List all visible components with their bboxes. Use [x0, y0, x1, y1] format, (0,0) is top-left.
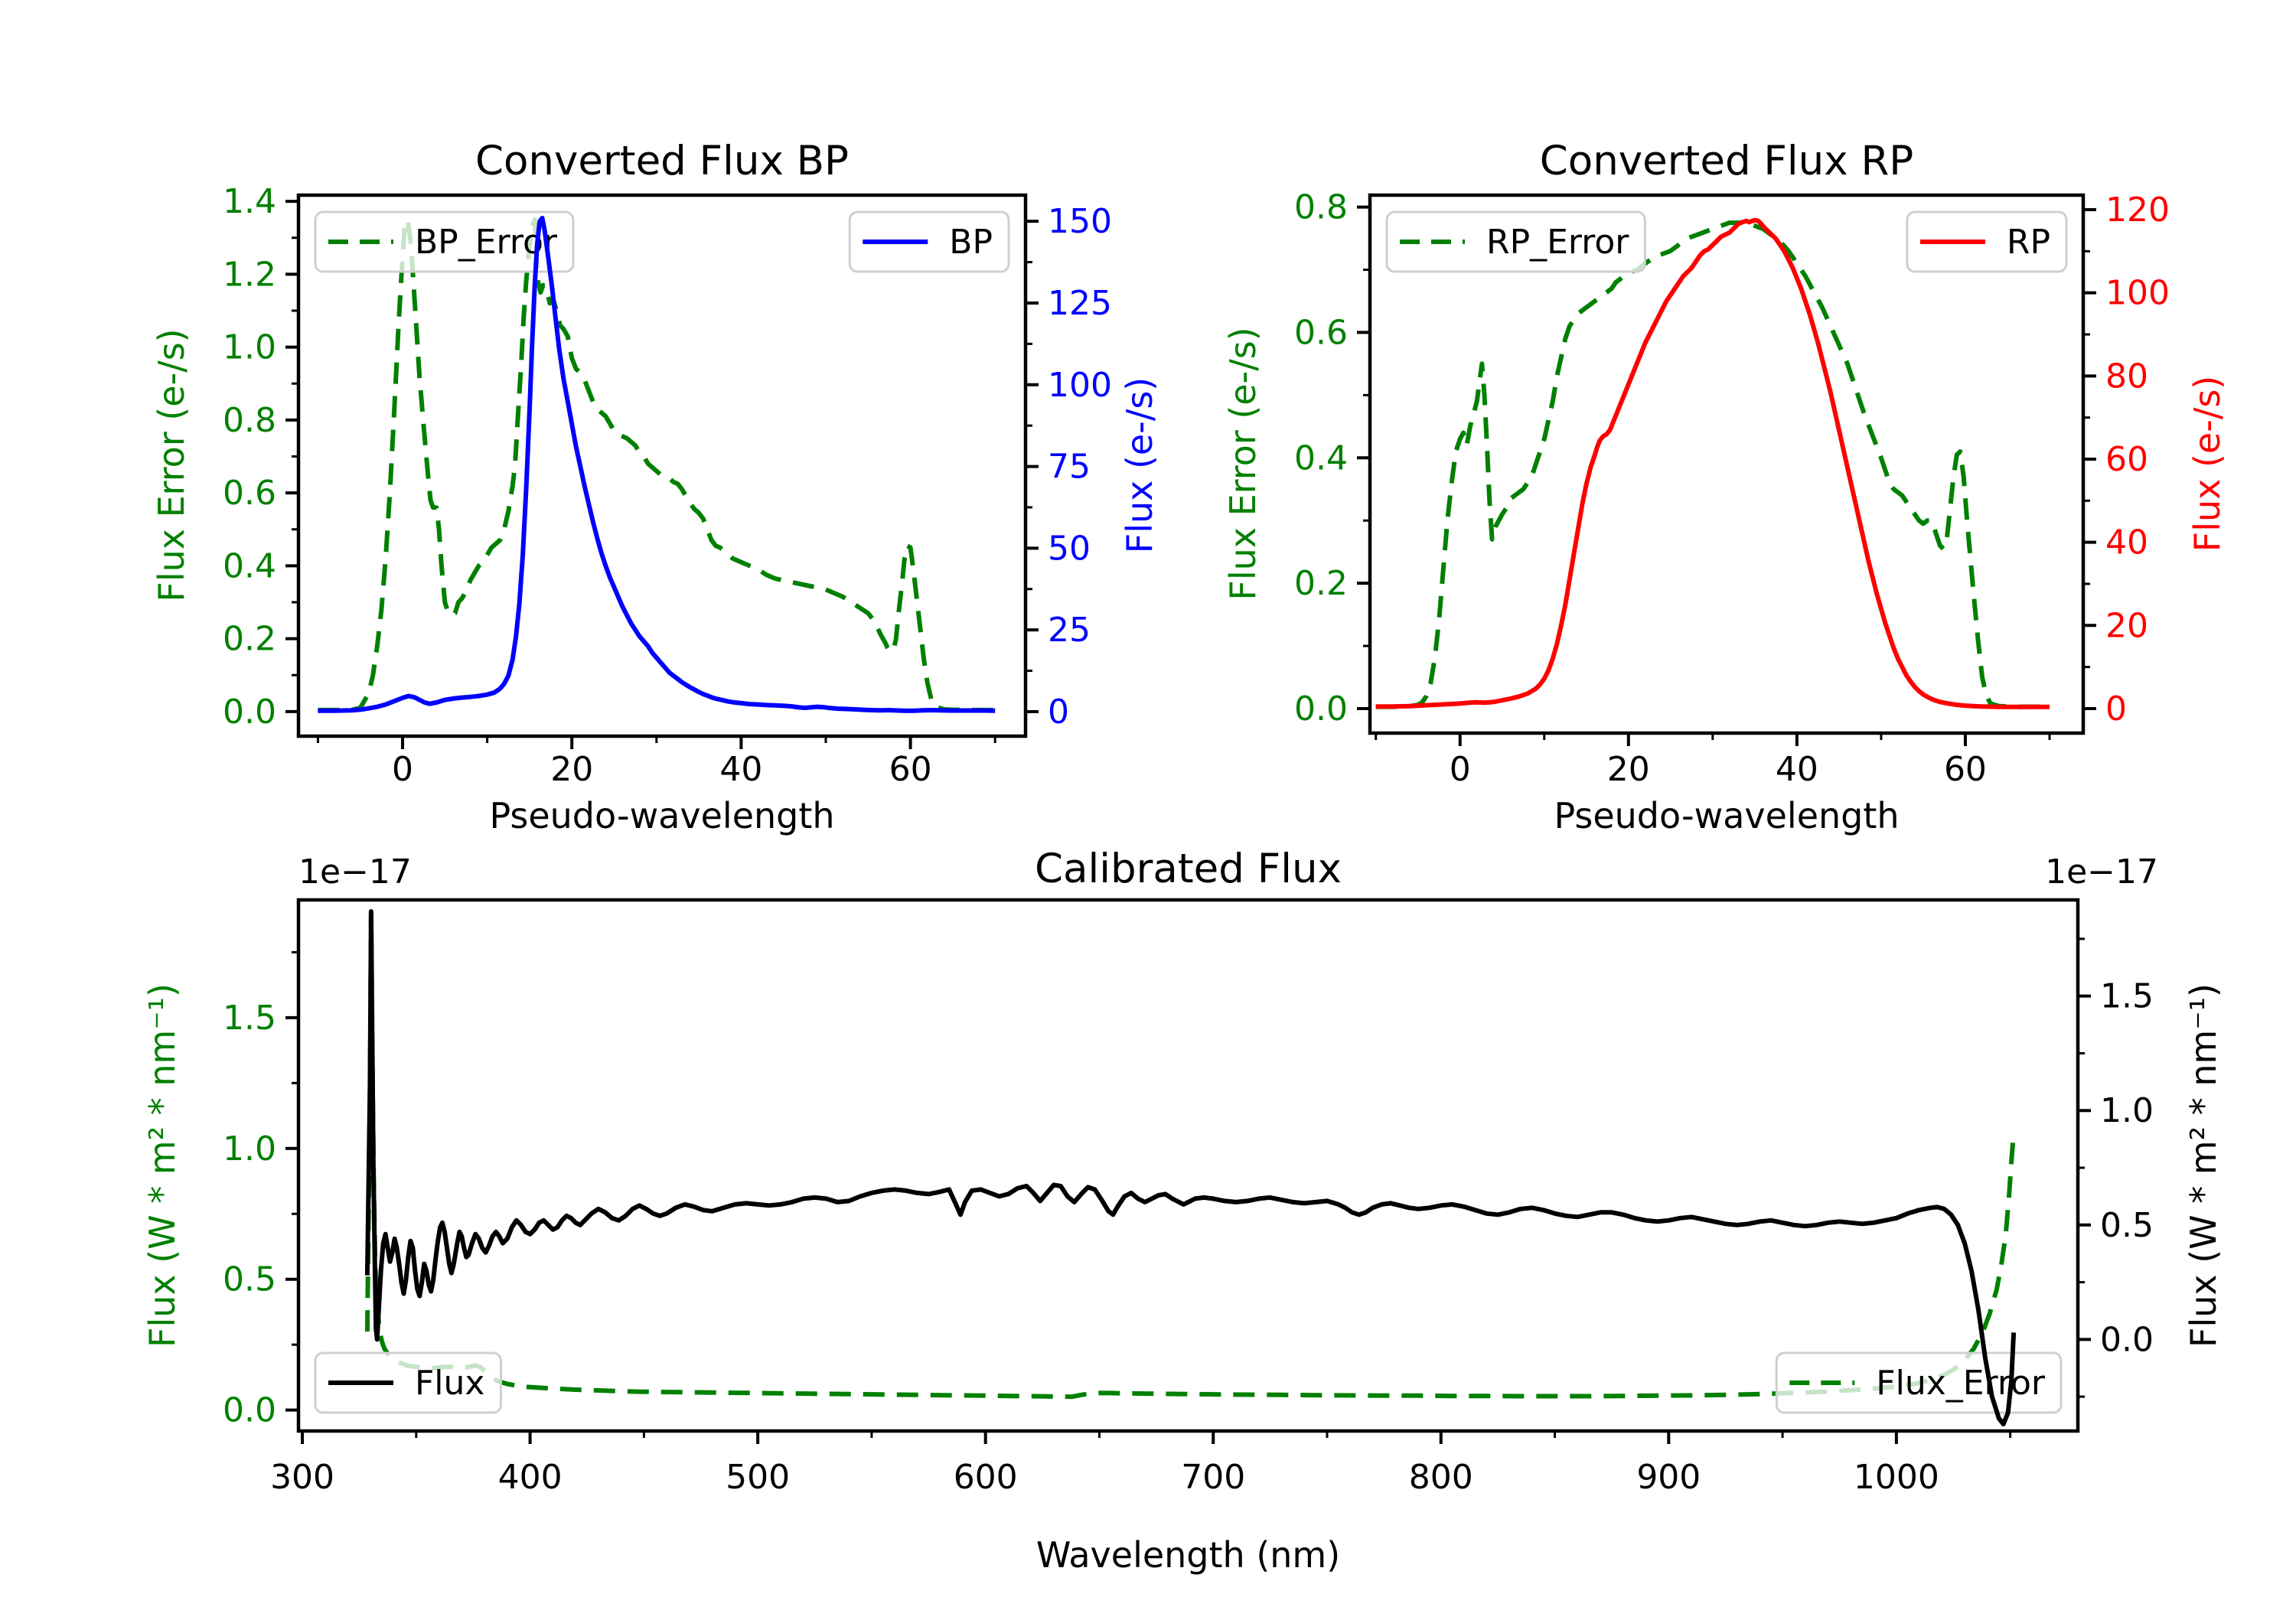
right_axis-tick-label: 1.5 [2100, 977, 2154, 1016]
x-tick-label: 600 [954, 1458, 1018, 1497]
plot-calibrated: 300 400 500 600 700 800 900 1000 0.0 0.5 1.0 1.5 0.0… [142, 846, 2224, 1576]
left_axis-tick-label: 1.2 [223, 255, 276, 294]
right_axis-tick-label: 100 [1048, 366, 1112, 405]
x-tick-label: 300 [270, 1458, 334, 1497]
legend-box [848, 210, 1010, 273]
y-axis-label-left: Flux Error (e-/s) [151, 328, 192, 601]
series-flux [364, 909, 2017, 1426]
series-flux_error [364, 911, 2017, 1400]
legend-label: Flux [415, 1364, 484, 1403]
series-bp_error [318, 217, 996, 712]
right_axis-tick-label: 20 [2105, 606, 2148, 645]
legend-box [1906, 210, 2068, 273]
left_axis-tick-label: 1.4 [223, 182, 276, 221]
right_axis-tick-label: 75 [1048, 448, 1091, 487]
x-tick-label: 800 [1409, 1458, 1473, 1497]
left_axis-tick-label: 1.0 [223, 328, 276, 367]
x-tick-label: 20 [550, 750, 593, 789]
x-tick-label: 900 [1636, 1458, 1701, 1497]
bp-axes-frame [296, 193, 1028, 738]
x-tick-label: 0 [392, 750, 413, 789]
right_axis-tick-label: 25 [1048, 611, 1091, 650]
legend-bp: BP [848, 210, 1010, 273]
series-rp [1375, 217, 2050, 709]
y-axis-label-right: Flux (e-/s) [1119, 377, 1160, 554]
left_axis-tick-label: 0.8 [223, 401, 276, 440]
right_axis-tick-label: 1.0 [2100, 1091, 2154, 1130]
x-tick-label: 500 [726, 1458, 790, 1497]
left_axis-tick-label: 0.0 [223, 1391, 276, 1430]
right_axis-tick-label: 40 [2105, 523, 2148, 562]
rp-axes-frame [1368, 193, 2086, 735]
legend-label: RP_Error [1486, 223, 1629, 262]
plot-rp: 0 20 40 60 0.0 0.2 0.4 0.6 0.8 0 20 40 60 80 100 120 RP_… [1222, 138, 2228, 836]
x-tick-label: 40 [1776, 750, 1818, 789]
legend-bp_error: BP_Error [314, 210, 575, 273]
right_axis-tick-label: 0.5 [2100, 1206, 2154, 1245]
x-tick-label: 0 [1450, 750, 1471, 789]
left_axis-tick-label: 0.0 [223, 693, 276, 732]
offset-text-left: 1e−17 [298, 852, 412, 892]
right_axis-tick-label: 0 [1048, 693, 1069, 732]
right_axis-tick-label: 100 [2105, 274, 2170, 313]
x-tick-label: 400 [498, 1458, 563, 1497]
right_axis-tick-label: 150 [1048, 202, 1112, 241]
legend-box [314, 1351, 502, 1414]
x-tick-label: 60 [889, 750, 932, 789]
x-axis-label: Pseudo-wavelength [489, 795, 834, 836]
x-tick-label: 1000 [1854, 1458, 1939, 1497]
calibrated-axes-frame [296, 898, 2080, 1433]
series-bp [318, 215, 996, 713]
x-tick-label: 20 [1607, 750, 1650, 789]
right_axis-tick-label: 80 [2105, 357, 2148, 396]
plot-title: Converted Flux BP [475, 138, 849, 184]
legend-label: BP [949, 223, 993, 262]
x-tick-label: 40 [719, 750, 762, 789]
left_axis-tick-label: 0.8 [1294, 188, 1348, 227]
x-axis-label: Pseudo-wavelength [1554, 795, 1899, 836]
left_axis-tick-label: 0.5 [223, 1260, 276, 1299]
y-axis-label-left: Flux (W * m² * nm⁻¹) [142, 983, 183, 1348]
right_axis-tick-label: 60 [2105, 440, 2148, 479]
legend-label: BP_Error [415, 223, 558, 262]
legend-box [314, 210, 575, 273]
x-tick-label: 60 [1944, 750, 1987, 789]
y-axis-label-right: Flux (W * m² * nm⁻¹) [2183, 983, 2224, 1348]
left_axis-tick-label: 0.2 [223, 620, 276, 659]
legend-flux_error: Flux_Error [1775, 1351, 2063, 1414]
left_axis-tick-label: 1.0 [223, 1129, 276, 1169]
left_axis-tick-label: 0.0 [1294, 689, 1348, 729]
legend-flux: Flux [314, 1351, 502, 1414]
legend-box [1775, 1351, 2063, 1414]
legend-rp: RP [1906, 210, 2068, 273]
plot-title: Calibrated Flux [1035, 846, 1342, 892]
right_axis-tick-label: 0 [2105, 689, 2127, 729]
legend-label: Flux_Error [1876, 1364, 2046, 1403]
right_axis-tick-label: 125 [1048, 284, 1112, 323]
left_axis-tick-label: 0.4 [223, 546, 276, 585]
right_axis-tick-label: 120 [2105, 191, 2170, 230]
y-axis-label-left: Flux Error (e-/s) [1222, 327, 1264, 600]
left_axis-tick-label: 0.2 [1294, 564, 1348, 603]
legend-label: RP [2007, 223, 2050, 262]
series-rp_error [1375, 220, 2050, 709]
right_axis-tick-label: 0.0 [2100, 1320, 2154, 1359]
left_axis-tick-label: 0.6 [223, 474, 276, 513]
legend-box [1385, 210, 1646, 273]
plot-bp: 0 20 40 60 0.0 0.2 0.4 0.6 0.8 1.0 1.2 1.4 0 25 50 75 10… [151, 138, 1160, 836]
plot-title: Converted Flux RP [1540, 138, 1913, 184]
right_axis-tick-label: 50 [1048, 529, 1091, 568]
left_axis-tick-label: 0.6 [1294, 313, 1348, 352]
y-axis-label-right: Flux (e-/s) [2187, 376, 2228, 553]
x-axis-label: Wavelength (nm) [1036, 1534, 1340, 1576]
offset-text-right: 1e−17 [2045, 852, 2158, 892]
legend-rp_error: RP_Error [1385, 210, 1646, 273]
left_axis-tick-label: 1.5 [223, 999, 276, 1038]
x-tick-label: 700 [1181, 1458, 1245, 1497]
left_axis-tick-label: 0.4 [1294, 438, 1348, 478]
